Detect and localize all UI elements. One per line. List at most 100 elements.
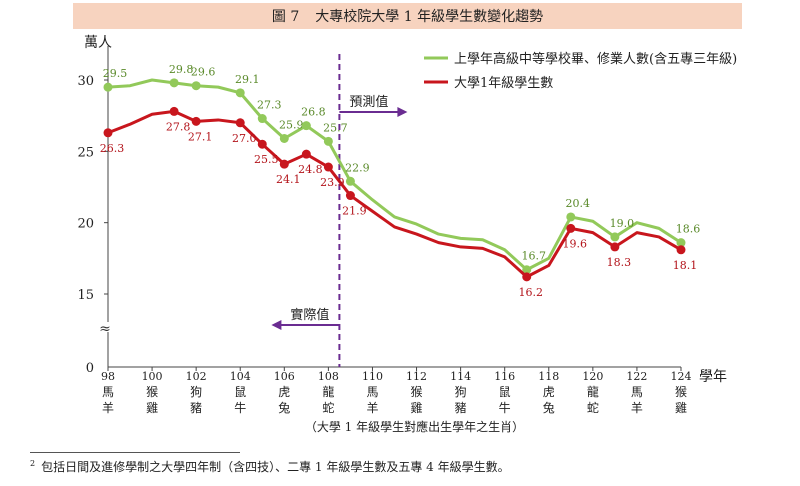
- footnote: 2 包括日間及進修學制之大學四年制（含四技）、二專 1 年級學生數及五專 4 年級…: [30, 458, 510, 475]
- series-1-point: [235, 88, 245, 98]
- series-1-data-label: 27.3: [257, 99, 282, 112]
- y-tick-label: 25: [77, 145, 94, 160]
- series-1-point: [522, 265, 532, 275]
- series-1-point: [191, 81, 201, 91]
- series-2-data-label: 25.5: [254, 153, 279, 166]
- zodiac-label-top: 虎: [543, 385, 555, 399]
- zodiac-label-bottom: 雞: [675, 401, 687, 415]
- series-1-point: [301, 121, 311, 131]
- zodiac-label-bottom: 豬: [455, 401, 467, 415]
- zodiac-label-top: 虎: [278, 385, 290, 399]
- series-1-data-label: 16.7: [521, 250, 546, 263]
- x-axis-label: 學年: [699, 369, 727, 385]
- series-2-data-label: 21.9: [342, 205, 367, 218]
- series-2-data-label: 27.1: [188, 130, 213, 143]
- series-2-data-label: 24.1: [276, 173, 301, 186]
- x-tick-label: 118: [538, 370, 559, 383]
- series-1-point: [103, 82, 113, 92]
- series-2-data-label: 18.3: [607, 256, 632, 269]
- zodiac-label-top: 馬: [631, 385, 643, 399]
- zodiac-label-bottom: 雞: [146, 401, 158, 415]
- x-tick-label: 110: [362, 370, 383, 383]
- series-2-point: [279, 159, 289, 169]
- series-1-point: [257, 114, 267, 124]
- series-1-data-label: 25.9: [279, 118, 304, 131]
- x-tick-label: 98: [101, 370, 115, 383]
- x-tick-label: 102: [186, 370, 207, 383]
- zodiac-label-top: 鼠: [499, 385, 511, 399]
- series-1-data-label: 19.0: [610, 217, 635, 230]
- series-line-1: [107, 78, 682, 272]
- x-tick-label: 124: [671, 370, 692, 383]
- zodiac-label-bottom: 兔: [278, 400, 290, 415]
- footnote-text: 包括日間及進修學制之大學四年制（含四技）、二專 1 年級學生數及五專 4 年級學…: [41, 460, 510, 474]
- zodiac-label-bottom: 蛇: [322, 400, 334, 415]
- x-tick-label: 114: [450, 370, 471, 383]
- forecast-arrow-head: [397, 107, 408, 117]
- x-tick-label: 100: [142, 370, 163, 383]
- series-2-point: [323, 162, 333, 172]
- x-tick-label: 104: [230, 370, 251, 383]
- line-chart: ≈萬人15202530098馬羊100猴雞102狗豬104鼠牛106虎兔108龍…: [77, 35, 737, 434]
- axis-break-gap: [102, 322, 114, 332]
- series-2-point: [301, 149, 311, 159]
- zodiac-label-bottom: 蛇: [587, 400, 599, 415]
- x-axis-caption: （大學 1 年級學生對應出生學年之生肖）: [305, 419, 524, 434]
- series-1-data-label: 20.4: [566, 197, 591, 210]
- series-2-data-label: 23.9: [320, 176, 345, 189]
- series-2-point: [345, 191, 355, 201]
- footnote-marker: 2: [30, 459, 36, 468]
- x-tick-label: 122: [626, 370, 647, 383]
- zodiac-label-bottom: 兔: [543, 400, 555, 415]
- series-2-point: [566, 223, 576, 233]
- x-tick-label: 120: [582, 370, 603, 383]
- series-1-point: [566, 212, 576, 222]
- series-1-point: [323, 136, 333, 146]
- series-2-point: [103, 128, 113, 138]
- y-tick-label-zero: 0: [86, 361, 94, 376]
- actual-label: 實際值: [290, 307, 329, 323]
- x-tick-label: 112: [406, 370, 427, 383]
- zodiac-label-top: 狗: [190, 385, 202, 399]
- series-2-point: [522, 272, 532, 282]
- figure-title: 大專校院大學 1 年級學生數變化趨勢: [315, 9, 544, 25]
- zodiac-label-bottom: 羊: [102, 400, 114, 415]
- series-2-point: [169, 106, 179, 116]
- series-2-data-label: 24.8: [298, 163, 323, 176]
- x-tick-label: 116: [494, 370, 515, 383]
- y-tick-label: 20: [77, 217, 94, 232]
- zodiac-label-bottom: 羊: [631, 400, 643, 415]
- series-1-data-label: 29.5: [103, 67, 128, 80]
- actual-arrow-head: [271, 320, 282, 330]
- series-1-point: [610, 232, 620, 242]
- zodiac-label-top: 鼠: [234, 385, 246, 399]
- zodiac-label-bottom: 羊: [366, 400, 378, 415]
- series-1-point: [676, 238, 686, 248]
- zodiac-label-top: 猴: [675, 385, 687, 399]
- series-1-point: [279, 133, 289, 143]
- forecast-label: 預測值: [349, 94, 388, 110]
- zodiac-label-top: 猴: [146, 385, 158, 399]
- zodiac-label-bottom: 雞: [411, 401, 423, 415]
- series-2-point: [235, 118, 245, 128]
- series-2-point: [610, 242, 620, 252]
- series-2-data-label: 16.2: [518, 286, 543, 299]
- zodiac-label-bottom: 豬: [190, 401, 202, 415]
- x-tick-label: 106: [274, 370, 295, 383]
- series-1-data-label: 22.9: [345, 161, 370, 174]
- zodiac-label-bottom: 牛: [499, 400, 511, 415]
- zodiac-label-top: 馬: [366, 385, 378, 399]
- series-1-point: [345, 176, 355, 186]
- series-2-point: [191, 116, 201, 126]
- series-1-data-label: 29.6: [191, 66, 216, 79]
- figure-title-bar: 圖 7 大專校院大學 1 年級學生數變化趨勢: [73, 3, 742, 29]
- zodiac-label-top: 龍: [587, 384, 599, 399]
- series-1-data-label: 29.8: [169, 63, 194, 76]
- series-2-data-label: 19.6: [563, 237, 588, 250]
- y-axis-label: 萬人: [84, 35, 112, 51]
- series-1-data-label: 29.1: [235, 73, 260, 86]
- series-2-point: [257, 139, 267, 149]
- y-axis-break-symbol: ≈: [99, 321, 111, 337]
- legend-label-1: 上學年高級中等學校畢、修業人數(含五專三年級): [454, 51, 737, 67]
- footnote-divider: [30, 452, 240, 453]
